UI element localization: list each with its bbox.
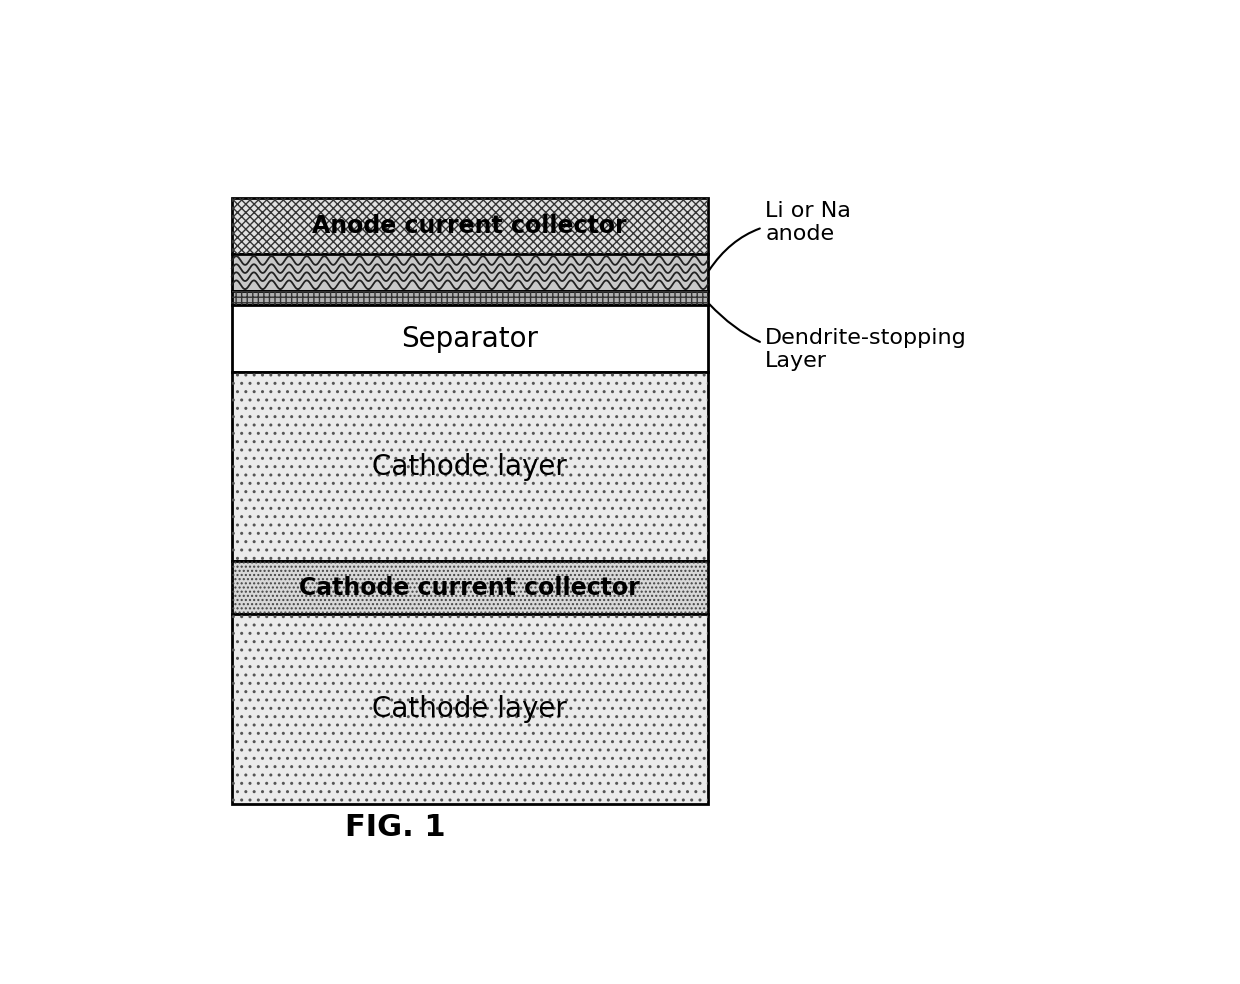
Bar bbox=[232, 372, 708, 561]
Bar bbox=[232, 561, 708, 614]
Bar bbox=[232, 255, 708, 291]
Text: Cathode layer: Cathode layer bbox=[372, 695, 567, 723]
Bar bbox=[232, 614, 708, 804]
Bar bbox=[232, 291, 708, 305]
Text: Li or Na
anode: Li or Na anode bbox=[709, 201, 851, 271]
Bar bbox=[232, 372, 708, 561]
Bar bbox=[232, 198, 708, 255]
Text: Separator: Separator bbox=[402, 325, 538, 352]
Bar bbox=[232, 305, 708, 372]
Bar bbox=[232, 291, 708, 305]
Bar bbox=[232, 198, 708, 255]
Text: Anode current collector: Anode current collector bbox=[312, 215, 627, 238]
Text: FIG. 1: FIG. 1 bbox=[345, 813, 445, 841]
Text: Cathode layer: Cathode layer bbox=[372, 453, 567, 480]
Bar bbox=[232, 561, 708, 614]
Text: Dendrite-stopping
Layer: Dendrite-stopping Layer bbox=[709, 304, 967, 371]
Text: Cathode current collector: Cathode current collector bbox=[299, 576, 640, 600]
Bar bbox=[232, 614, 708, 804]
